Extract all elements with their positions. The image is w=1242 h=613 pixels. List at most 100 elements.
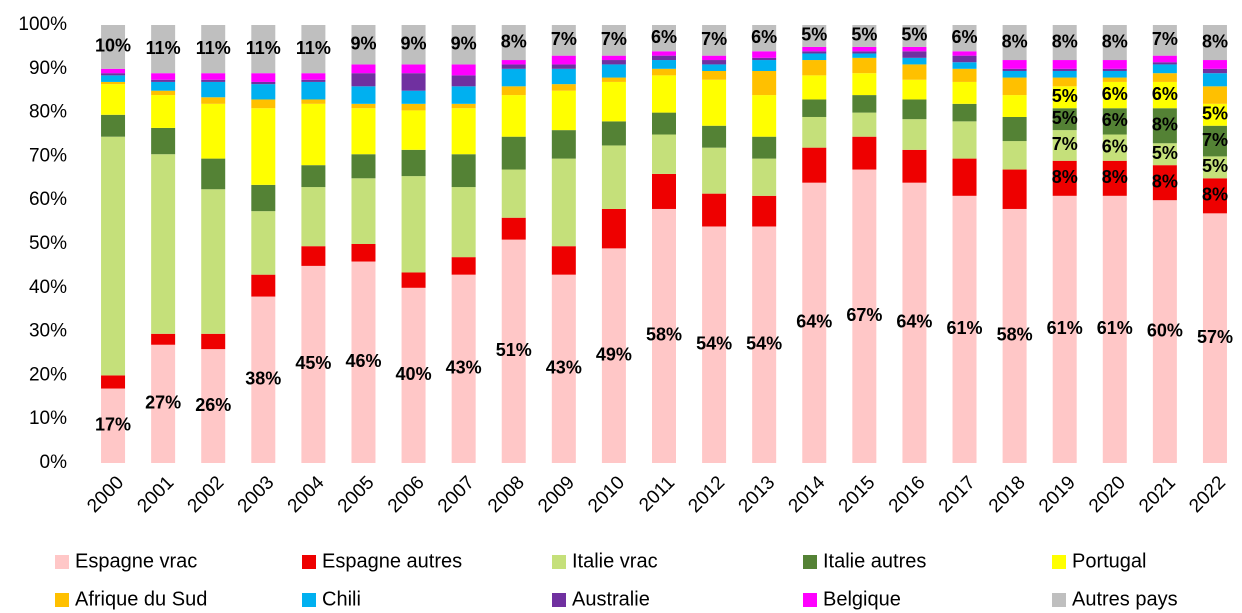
bar-segment: [1102, 77, 1127, 82]
data-label: 9%: [350, 33, 376, 53]
bar-segment: [802, 46, 827, 52]
bar-segment: [652, 75, 676, 113]
bar-segment: [451, 108, 476, 155]
bar-segment: [501, 86, 526, 96]
bar-segment: [201, 158, 226, 190]
bar-segment: [151, 25, 176, 74]
data-label: 8%: [1152, 171, 1178, 191]
bar-segment: [1052, 108, 1077, 131]
bar-segment: [902, 119, 927, 150]
data-label: 8%: [1052, 167, 1078, 187]
bar-segment: [702, 25, 727, 56]
bar-segment: [652, 51, 676, 56]
bar-segment: [251, 184, 276, 212]
data-label: 8%: [1102, 167, 1128, 187]
x-tick-label: 2015: [835, 472, 880, 517]
legend-swatch: [302, 593, 316, 607]
bar-segment: [1052, 70, 1077, 78]
bar-segment: [902, 182, 927, 463]
data-label: 5%: [901, 25, 927, 45]
legend-label: Belgique: [823, 588, 901, 610]
data-label: 49%: [596, 344, 632, 364]
legend-swatch: [803, 593, 817, 607]
bar-segment: [601, 60, 626, 65]
data-label: 61%: [1097, 318, 1133, 338]
data-label: 40%: [396, 364, 432, 384]
bar-segment: [101, 25, 126, 69]
bar-segment: [201, 333, 226, 350]
bar-segment: [1002, 68, 1027, 71]
bar-segment: [301, 79, 326, 82]
bar-segment: [501, 169, 526, 218]
legend-label: Espagne vrac: [75, 550, 197, 572]
legend-label: Chili: [322, 588, 361, 610]
bar-segment: [451, 103, 476, 109]
data-label: 6%: [751, 27, 777, 47]
bar-segment: [1102, 25, 1127, 61]
data-label: 5%: [1152, 143, 1178, 163]
bar-segment: [551, 246, 576, 275]
bar-segment: [902, 64, 927, 80]
bar-segment: [1002, 60, 1027, 69]
bar-segment: [1002, 77, 1027, 96]
bar-segment: [852, 136, 877, 170]
bar-segment: [652, 60, 676, 69]
x-tick-label: 2004: [284, 472, 329, 517]
bar-segment: [151, 154, 176, 334]
bar-segment: [601, 77, 626, 82]
data-label: 61%: [1047, 318, 1083, 338]
bar-segment: [551, 64, 576, 69]
data-label: 11%: [246, 38, 281, 58]
legend-swatch: [55, 593, 69, 607]
bar-segment: [151, 79, 176, 82]
legend-label: Australie: [572, 588, 650, 610]
bar-segment: [1002, 169, 1027, 209]
bar-segment: [902, 25, 927, 47]
bar-segment: [652, 68, 676, 76]
bar-segment: [151, 344, 176, 463]
bar-segment: [1102, 81, 1127, 109]
bar-segment: [451, 274, 476, 463]
y-tick-label: 0%: [40, 452, 68, 473]
data-label: 54%: [746, 333, 782, 353]
x-tick-label: 2003: [234, 472, 279, 517]
bar-segment: [151, 90, 176, 96]
bar-segment: [401, 25, 426, 65]
bar-segment: [251, 274, 276, 297]
legend-swatch: [55, 555, 69, 569]
bar-segment: [251, 99, 276, 109]
y-tick-label: 50%: [29, 233, 67, 254]
bar-segment: [652, 208, 676, 463]
bar-segment: [501, 217, 526, 240]
bar-segment: [902, 51, 927, 58]
bar-segment: [201, 25, 226, 74]
bar-segment: [702, 147, 727, 194]
bar-segment: [1152, 25, 1177, 56]
bar-segment: [1202, 156, 1227, 179]
bar-segment: [351, 73, 376, 87]
data-label: 51%: [496, 340, 532, 360]
y-tick-label: 40%: [29, 277, 67, 298]
bar-segment: [652, 134, 676, 174]
bar-segment: [652, 112, 676, 135]
bar-segment: [1152, 73, 1177, 82]
bar-segment: [601, 248, 626, 463]
bar-segment: [1152, 143, 1177, 166]
bar-segment: [201, 73, 226, 80]
bar-segment: [401, 64, 426, 74]
data-label: 7%: [1152, 29, 1178, 49]
data-label: 8%: [1002, 31, 1028, 51]
bar-segment: [501, 239, 526, 463]
legend-swatch: [1052, 555, 1066, 569]
bar-segment: [351, 244, 376, 262]
data-label: 45%: [295, 353, 331, 373]
x-tick-label: 2011: [635, 472, 679, 516]
bar-segment: [752, 70, 777, 96]
bar-segment: [501, 25, 526, 61]
bar-segment: [151, 81, 176, 91]
data-label: 26%: [195, 395, 231, 415]
x-tick-label: 2016: [885, 472, 930, 517]
bar-segment: [952, 81, 977, 104]
data-label: 7%: [701, 29, 727, 49]
